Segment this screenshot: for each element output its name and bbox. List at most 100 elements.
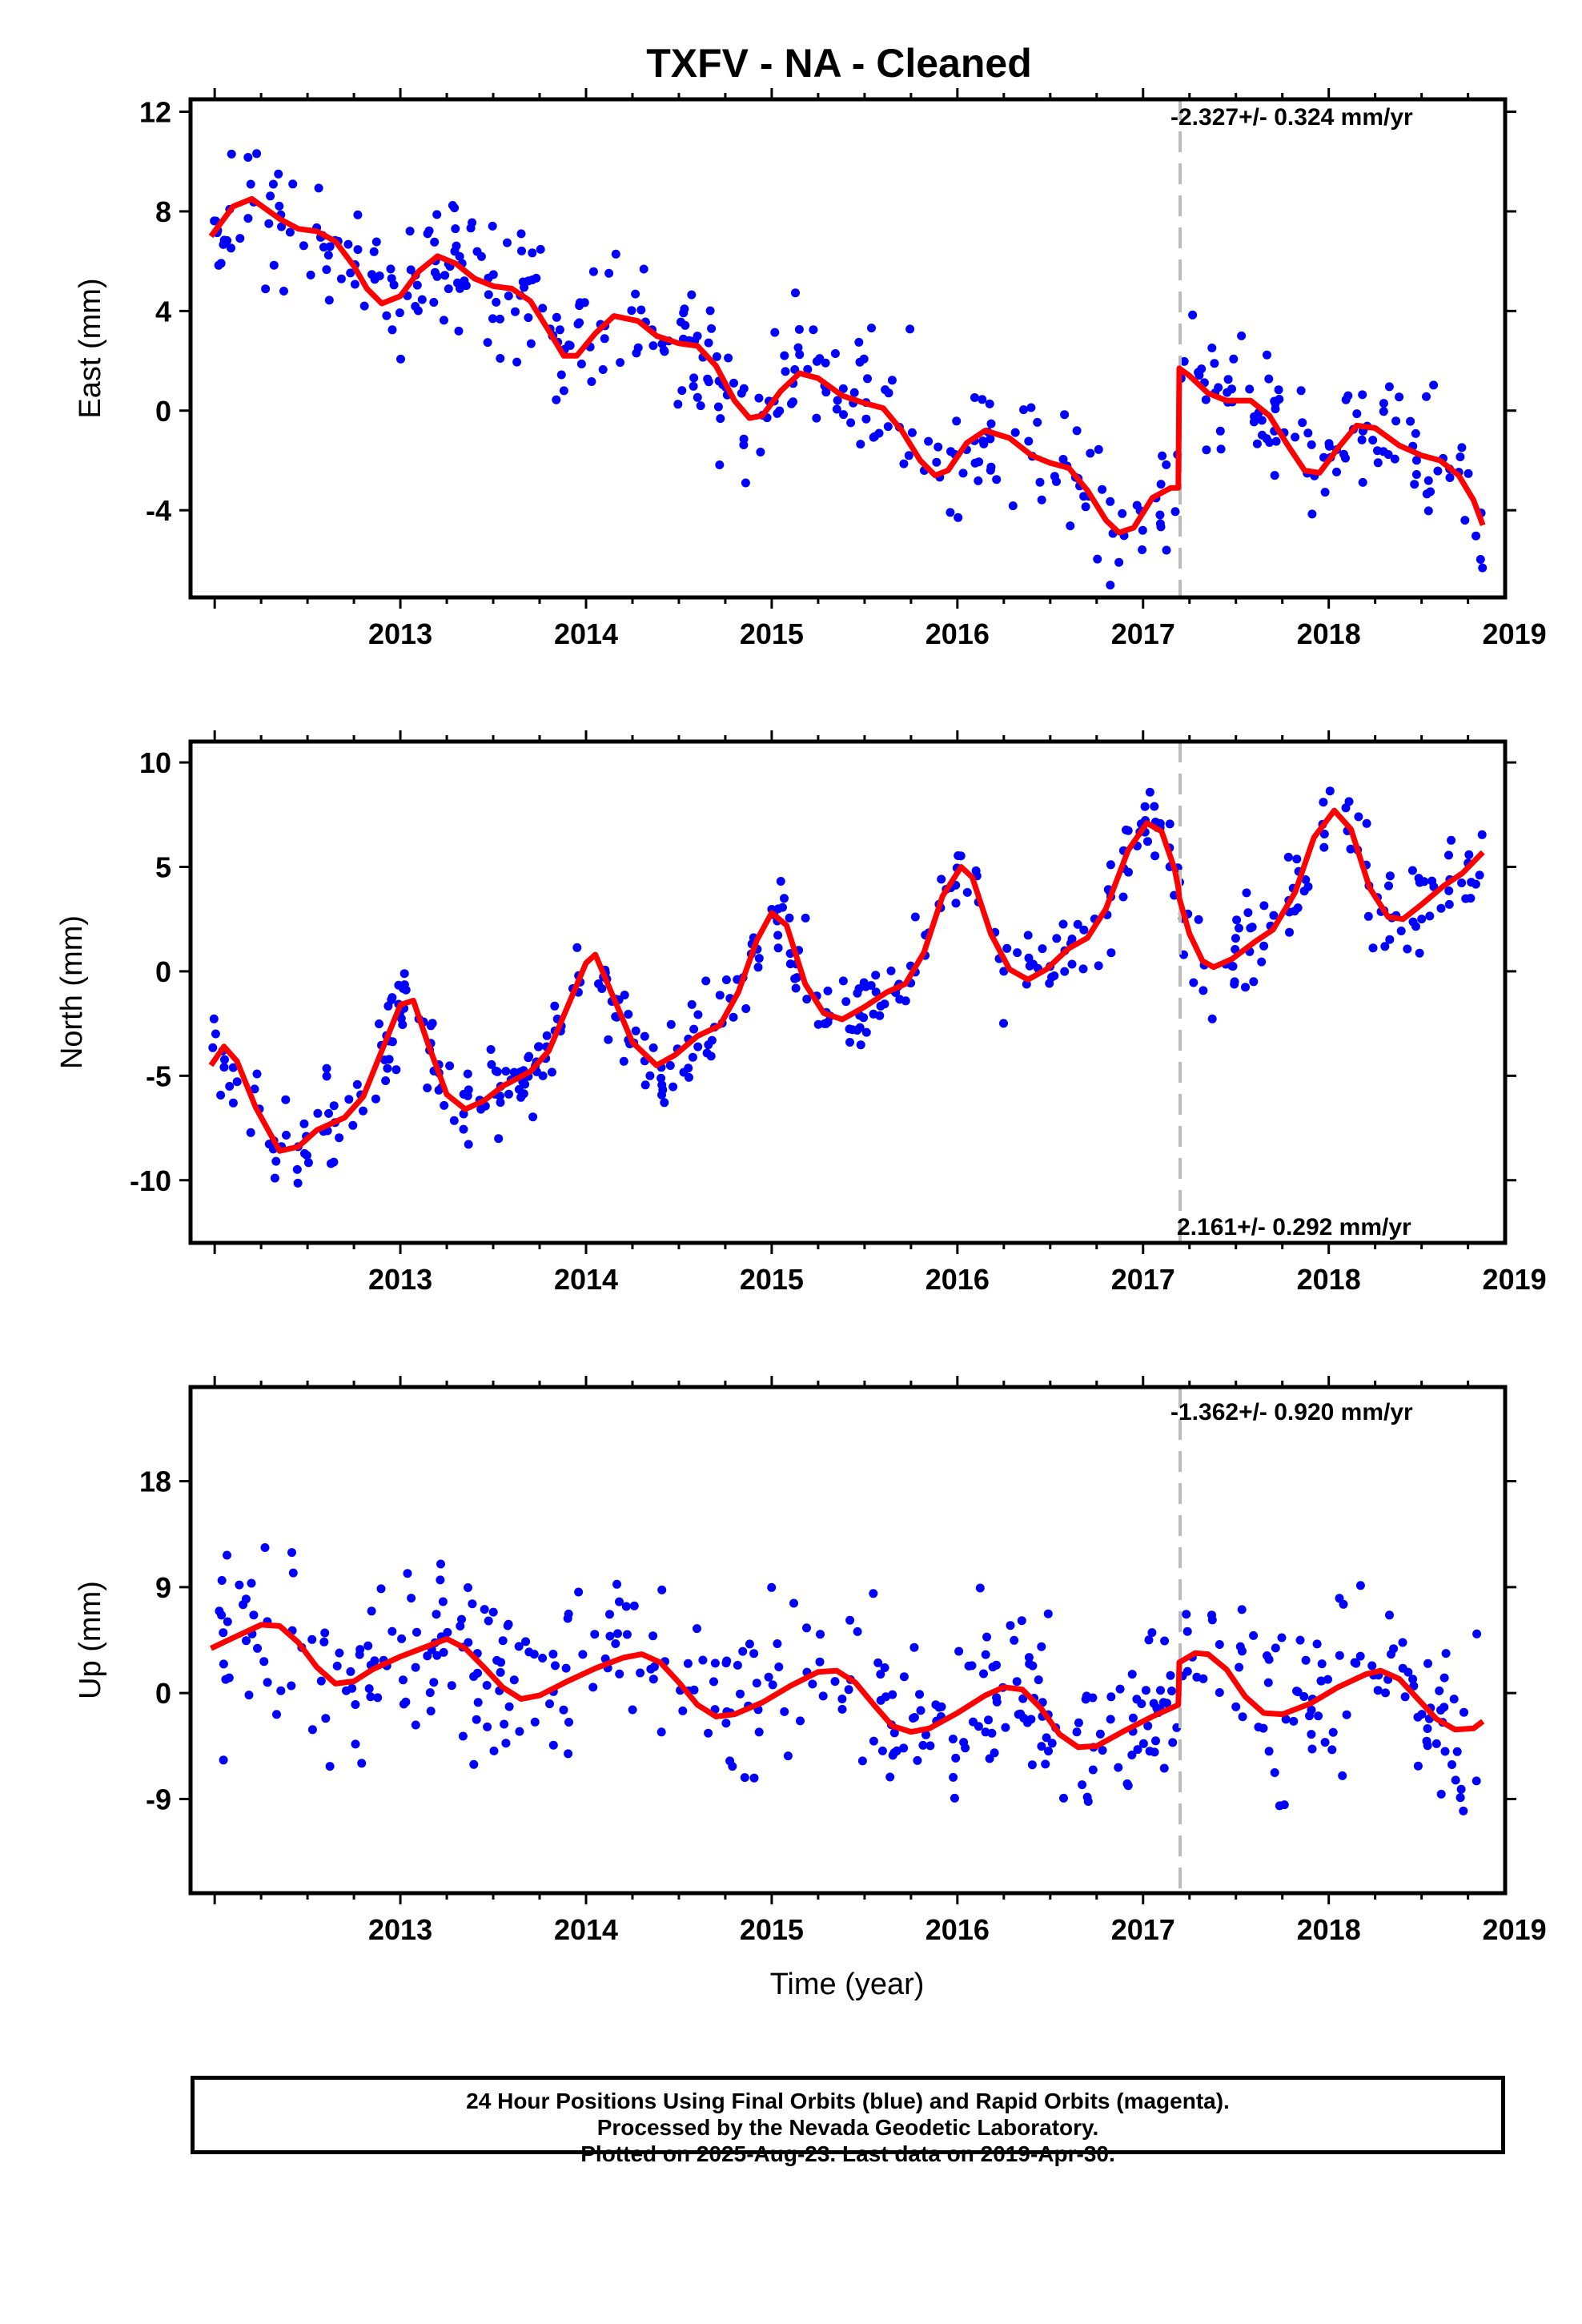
north-data-point [542,1031,552,1040]
east-data-point [528,248,537,258]
up-data-point [888,1751,897,1760]
north-data-point [1002,943,1012,953]
north-data-point [688,1052,697,1062]
east-data-point [1464,468,1473,478]
up-data-point [1047,1739,1057,1748]
north-data-point [701,976,711,986]
north-data-point [693,1042,703,1051]
east-data-point [1343,391,1353,400]
north-data-point [962,887,972,897]
up-data-point [1307,1744,1317,1754]
up-data-point [423,1651,432,1661]
east-model-curve [208,195,1486,536]
east-data-point [1410,480,1419,489]
east-data-point [587,377,596,386]
east-data-point [243,153,253,162]
north-data-point [299,1119,309,1128]
up-data-point [351,1700,360,1709]
east-data-point [616,358,625,368]
east-data-point [1093,554,1102,564]
north-data-point [841,997,851,1007]
north-data-point [802,995,812,1004]
east-data-point [1019,405,1028,415]
north-data-point [1230,977,1239,987]
north-data-point [669,1082,678,1092]
east-data-point [832,404,841,414]
east-data-point [488,221,497,231]
up-data-point [524,1647,534,1657]
north-data-point [383,1001,393,1011]
up-data-point [276,1686,286,1695]
up-data-point [780,1707,789,1716]
up-data-point [1373,1686,1383,1695]
north-data-point [534,1042,543,1051]
east-scatter-points [210,149,1488,590]
up-x-tick-label: 2018 [1297,1913,1361,1946]
up-data-point [1106,1715,1115,1724]
east-data-point [528,275,537,284]
up-data-point [432,1610,441,1619]
up-data-point [1447,1760,1456,1769]
up-data-point [992,1697,1002,1707]
east-x-tick-label: 2017 [1111,617,1175,650]
east-data-point [1202,445,1211,455]
north-data-point [1228,962,1238,971]
east-data-point [1476,555,1485,564]
up-data-point [1338,1771,1347,1780]
east-data-point [565,341,575,350]
up-data-point [1436,1789,1446,1799]
north-data-point [1436,903,1446,913]
up-data-point [1456,1784,1466,1794]
east-data-point [221,237,231,247]
up-data-point [979,1669,988,1679]
up-data-point [1237,1605,1247,1614]
up-data-point [1041,1759,1050,1769]
up-data-point [548,1740,558,1750]
up-x-tick-label: 2019 [1483,1913,1547,1946]
up-data-point [721,1719,731,1728]
up-data-point [754,1727,764,1737]
north-data-point [823,986,833,995]
east-data-point [252,149,262,159]
east-data-point [1264,374,1274,384]
north-data-point [910,912,920,922]
east-data-point [1229,354,1239,364]
north-data-point [619,1056,628,1066]
north-data-point [524,1053,533,1063]
up-data-point [1299,1692,1309,1701]
east-data-point [812,413,821,423]
north-plot-frame [188,739,1508,1245]
up-data-point [235,1580,244,1590]
up-data-point [773,1639,782,1648]
up-data-point [918,1740,928,1750]
north-data-point [1189,978,1199,987]
up-data-point [899,1672,909,1682]
north-data-point [1285,927,1294,937]
east-data-point [881,385,890,395]
east-data-point [1352,409,1362,419]
up-data-point [367,1606,376,1616]
east-data-point [787,399,796,408]
north-data-point [220,1055,229,1064]
up-data-point [1323,1675,1332,1684]
east-data-point [1422,489,1431,499]
north-x-axis: 2013 2014 2015 2016 2017 2018 2019 [213,730,1547,1296]
north-data-point [741,1004,751,1013]
up-data-point [954,1647,964,1656]
east-data-point [1008,501,1018,511]
north-data-point [1024,953,1034,963]
up-data-point [1327,1745,1337,1755]
north-data-point [693,1010,703,1019]
east-data-point [1210,359,1219,368]
east-data-point [1303,428,1313,438]
east-data-point [1411,470,1421,479]
east-data-point [978,395,987,404]
up-data-point [648,1675,658,1684]
east-data-point [887,376,897,385]
east-data-point [456,283,464,293]
east-data-point [1406,416,1415,426]
east-data-point [756,448,765,456]
east-data-point [1307,440,1316,449]
up-data-point [288,1568,298,1578]
east-data-point [1457,443,1467,452]
